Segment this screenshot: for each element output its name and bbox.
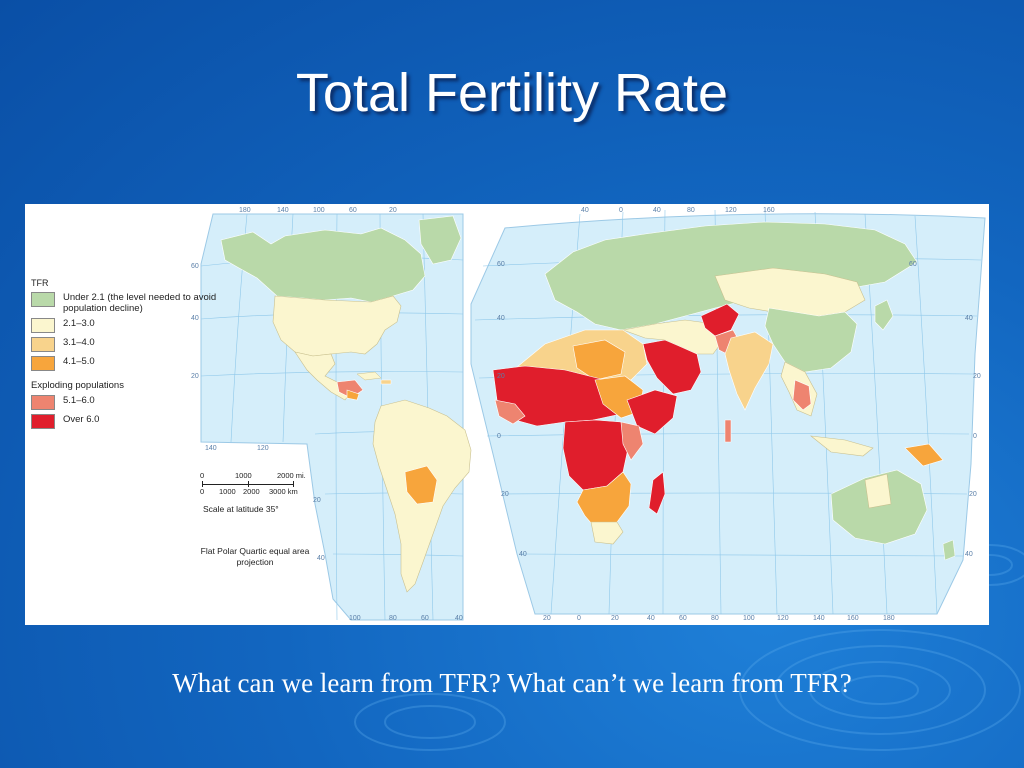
- legend-heading: TFR: [31, 278, 49, 288]
- legend-item: Over 6.0: [31, 414, 223, 429]
- legend-item: 5.1–6.0: [31, 395, 223, 410]
- world-map-graphic: 180 140 100 60 20 60 40 20 140 120 20 40…: [191, 207, 986, 622]
- world-tick-left: 60: [497, 261, 505, 268]
- legend-label: Over 6.0: [63, 414, 100, 425]
- world-tick-right: 20: [969, 491, 977, 498]
- world-tick-left: 40: [497, 315, 505, 322]
- legend-label: Under 2.1 (the level needed to avoid pop…: [63, 292, 217, 314]
- legend-item: 2.1–3.0: [31, 318, 223, 333]
- legend-swatch: [31, 356, 55, 371]
- slide-title: Total Fertility Rate: [295, 63, 729, 123]
- world-tick-bottom: 160: [847, 615, 859, 622]
- legend-item: 4.1–5.0: [31, 356, 223, 371]
- world-tick-top: 40: [581, 207, 589, 214]
- americas-tick-bottom: 80: [389, 615, 397, 622]
- world-tick-top: 120: [725, 207, 737, 214]
- world-tick-bottom: 20: [611, 615, 619, 622]
- americas-tick-bottom: 60: [421, 615, 429, 622]
- world-tick-top: 40: [653, 207, 661, 214]
- map-legend: TFR Under 2.1 (the level needed to avoid…: [31, 278, 223, 433]
- americas-tick-inner: 120: [257, 445, 269, 452]
- americas-tick-top: 20: [389, 207, 397, 214]
- legend-swatch: [31, 337, 55, 352]
- fertility-map: 180 140 100 60 20 60 40 20 140 120 20 40…: [25, 204, 989, 625]
- legend-swatch: [31, 292, 55, 307]
- americas-tick-top: 100: [313, 207, 325, 214]
- scale-km-label: 2000: [243, 487, 260, 496]
- world-tick-bottom: 80: [711, 615, 719, 622]
- world-tick-top: 0: [619, 207, 623, 214]
- world-tick-bottom: 120: [777, 615, 789, 622]
- americas-tick-left: 60: [191, 263, 199, 270]
- americas-tick-left: 40: [191, 315, 199, 322]
- world-tick-right: 0: [973, 433, 977, 440]
- world-tick-bottom: 100: [743, 615, 755, 622]
- americas-map: 180 140 100 60 20 60 40 20 140 120 20 40…: [191, 207, 472, 622]
- legend-label: 2.1–3.0: [63, 318, 95, 329]
- legend-swatch: [31, 395, 55, 410]
- world-tick-left: 0: [497, 433, 501, 440]
- world-tick-bottom: 140: [813, 615, 825, 622]
- americas-tick-right: 20: [313, 497, 321, 504]
- americas-tick-right: 40: [317, 555, 325, 562]
- world-tick-top: 80: [687, 207, 695, 214]
- legend-item: Under 2.1 (the level needed to avoid pop…: [31, 292, 223, 314]
- americas-tick-top: 60: [349, 207, 357, 214]
- legend-subheading: Exploding populations: [31, 380, 124, 391]
- world-tick-right: 40: [965, 315, 973, 322]
- world-tick-left: 20: [501, 491, 509, 498]
- scale-mi-label: 1000: [235, 471, 252, 480]
- americas-tick-bottom: 40: [455, 615, 463, 622]
- scale-mi-label: 0: [200, 471, 205, 480]
- legend-label: 3.1–4.0: [63, 337, 95, 348]
- eastern-hemisphere-map: 40 0 40 80 120 160 60 40 20 0 20 40 60 4…: [470, 207, 986, 622]
- legend-label: 5.1–6.0: [63, 395, 95, 406]
- americas-tick-top: 140: [277, 207, 289, 214]
- world-tick-left: 40: [519, 551, 527, 558]
- world-tick-bottom: 40: [647, 615, 655, 622]
- legend-label: 4.1–5.0: [63, 356, 95, 367]
- world-tick-right: 60: [909, 261, 917, 268]
- world-tick-top: 160: [763, 207, 775, 214]
- scale-note: Scale at latitude 35°: [203, 504, 279, 514]
- world-tick-bottom: 20: [543, 615, 551, 622]
- scale-km-label: 0: [200, 487, 205, 496]
- scale-km-label: 3000 km: [269, 487, 298, 496]
- legend-swatch: [31, 414, 55, 429]
- legend-swatch: [31, 318, 55, 333]
- legend-item: 3.1–4.0: [31, 337, 223, 352]
- world-tick-bottom: 180: [883, 615, 895, 622]
- americas-tick-top: 180: [239, 207, 251, 214]
- projection-note: Flat Polar Quartic equal area projection: [200, 546, 310, 567]
- scale-mi-label: 2000 mi.: [277, 471, 306, 480]
- world-tick-right: 40: [965, 551, 973, 558]
- americas-tick-inner: 140: [205, 445, 217, 452]
- world-tick-bottom: 60: [679, 615, 687, 622]
- world-tick-left: 20: [497, 373, 505, 380]
- americas-tick-bottom: 100: [349, 615, 361, 622]
- scale-bar: 0 1000 2000 mi. 0 1000 2000 3000 km Scal…: [197, 471, 322, 531]
- discussion-question: What can we learn from TFR? What can’t w…: [172, 668, 852, 698]
- world-tick-bottom: 0: [577, 615, 581, 622]
- world-tick-right: 20: [973, 373, 981, 380]
- americas-tick-left: 20: [191, 373, 199, 380]
- scale-km-label: 1000: [219, 487, 236, 496]
